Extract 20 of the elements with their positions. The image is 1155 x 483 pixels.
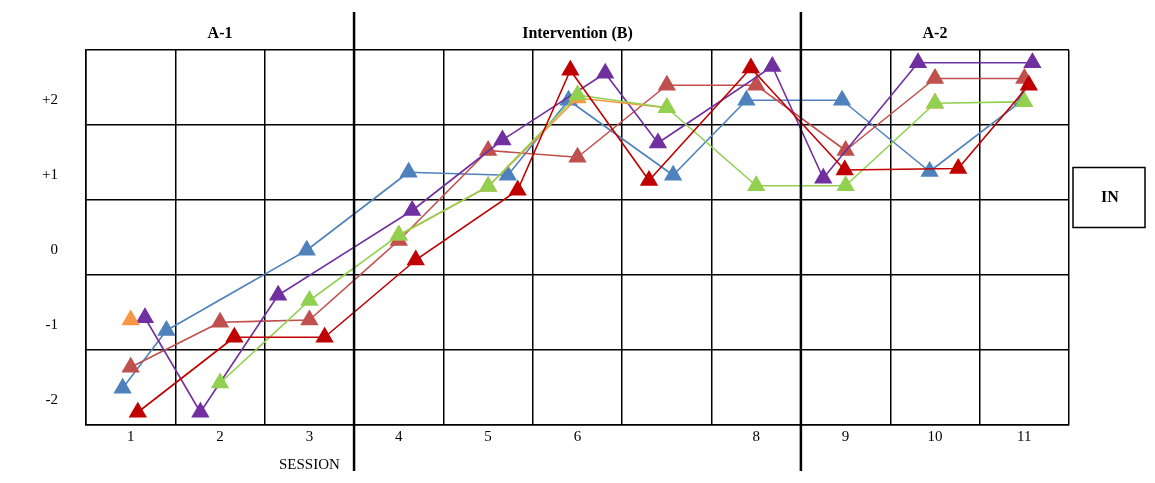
x-tick-label: 3	[305, 427, 314, 444]
x-tick-label: 1	[126, 427, 135, 444]
text: A-2	[922, 24, 948, 42]
x-tick-label: 5	[484, 427, 492, 444]
y-tick-label: +1	[41, 166, 58, 183]
x-tick-label: 8	[752, 427, 760, 444]
text: IN	[1101, 187, 1120, 205]
x-tick-label: 11	[1017, 427, 1032, 444]
y-tick-label: -2	[45, 391, 58, 408]
x-tick-label: 10	[927, 427, 943, 444]
y-tick-label: +2	[41, 91, 58, 108]
x-tick-label: 2	[216, 427, 224, 444]
y-tick-label: 0	[50, 241, 58, 258]
text: A-1	[207, 24, 233, 42]
text: Intervention (B)	[522, 24, 633, 43]
y-tick-label: -1	[45, 316, 58, 333]
x-tick-label: 4	[395, 427, 403, 444]
x-tick-label: 9	[841, 427, 850, 444]
x-tick-label: 6	[573, 427, 582, 444]
x-axis-title: SESSION	[278, 456, 340, 472]
